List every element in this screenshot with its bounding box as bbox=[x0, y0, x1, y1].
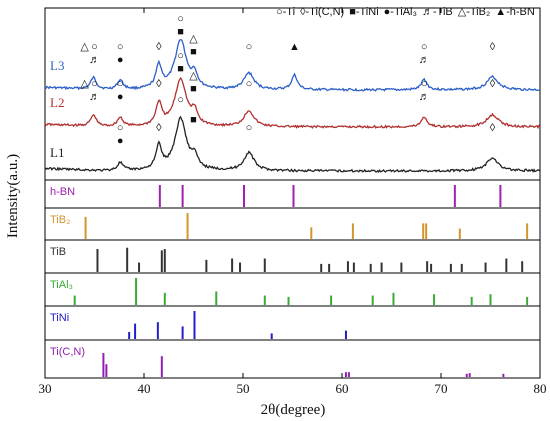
legend-item: ◊-Ti(C,N) bbox=[300, 6, 344, 18]
peak-marker: △ bbox=[189, 70, 198, 82]
legend-item: ●-TiAl₃ bbox=[384, 6, 417, 18]
reference-frame-5 bbox=[44, 339, 541, 379]
reference-label: TiB₂ bbox=[50, 214, 70, 226]
reference-frame-4 bbox=[44, 305, 541, 341]
reference-frame-3 bbox=[44, 272, 541, 307]
reference-label: TiB bbox=[50, 246, 66, 258]
legend-item: ♬-TiB bbox=[422, 6, 453, 18]
x-tick-label: 80 bbox=[534, 381, 547, 396]
peak-marker: ◊ bbox=[156, 41, 162, 53]
peak-marker: ○ bbox=[117, 78, 124, 90]
pattern-l1 bbox=[44, 115, 541, 174]
peak-marker: ■ bbox=[190, 46, 197, 58]
peak-marker: ♬ bbox=[89, 91, 100, 103]
x-tick-label: 50 bbox=[237, 381, 250, 396]
y-axis-title: Intensity(a.u.) bbox=[5, 154, 21, 238]
pattern-l3 bbox=[44, 39, 541, 92]
pattern-label-l2: L2 bbox=[50, 95, 64, 110]
x-axis-title: 2θ(degree) bbox=[261, 402, 326, 418]
peak-marker: ▲ bbox=[289, 41, 300, 53]
reference-label: Ti(C,N) bbox=[50, 346, 85, 358]
peak-marker: △ bbox=[80, 78, 89, 90]
peak-marker: ◊ bbox=[490, 122, 496, 134]
peak-marker: ♬ bbox=[419, 91, 430, 103]
peak-marker: ○ bbox=[117, 122, 124, 134]
peak-marker: ◊ bbox=[156, 78, 162, 90]
peak-marker: ○ bbox=[177, 50, 184, 62]
peak-marker: ● bbox=[117, 91, 124, 103]
reference-label: h-BN bbox=[50, 186, 75, 198]
pattern-label-l3: L3 bbox=[50, 58, 64, 73]
peak-marker: △ bbox=[80, 41, 89, 53]
peak-marker: ■ bbox=[190, 83, 197, 95]
x-tick-label: 60 bbox=[336, 381, 349, 396]
x-axis: 30 40 50 60 70 80 bbox=[39, 8, 547, 396]
x-tick-label: 70 bbox=[435, 381, 448, 396]
peak-marker: ○ bbox=[421, 78, 428, 90]
legend-item: ■-TiNi bbox=[349, 6, 378, 18]
peak-marker: ■ bbox=[190, 114, 197, 126]
peak-marker: ◊ bbox=[490, 78, 496, 90]
diffraction-patterns: L3 L2 L1 bbox=[44, 39, 541, 174]
peak-marker: ○ bbox=[246, 122, 253, 134]
reference-frame-2 bbox=[44, 239, 541, 274]
peak-marker: ○ bbox=[91, 78, 98, 90]
peak-marker: ○ bbox=[246, 41, 253, 53]
peak-markers: △ ○♬○●◊○■△■ ○ ▲ ○♬◊△ ○♬○●◊○■△■ ○ ○♬◊○●◊○■○ ◊ bbox=[80, 13, 495, 147]
reference-patterns: h-BN TiB₂ TiB TiAl₃ TiNi Ti(C,N) bbox=[50, 185, 529, 377]
peak-marker: ○ bbox=[177, 13, 184, 25]
phase-legend: ○-Ti ◊-Ti(C,N) ■-TiNi ●-TiAl₃ ♬-TiB △-TiB₂ ▲-h… bbox=[276, 6, 535, 18]
peak-marker: ■ bbox=[177, 26, 184, 38]
reference-frame-1 bbox=[44, 207, 541, 241]
pattern-label-l1: L1 bbox=[50, 145, 64, 160]
peak-marker: ● bbox=[117, 54, 124, 66]
x-tick-label: 30 bbox=[39, 381, 52, 396]
peak-marker: ○ bbox=[91, 41, 98, 53]
peak-marker: ○ bbox=[246, 78, 253, 90]
reference-label: TiAl₃ bbox=[50, 279, 73, 291]
legend-item: △-TiB₂ bbox=[458, 6, 490, 18]
peak-marker: ○ bbox=[177, 94, 184, 106]
peak-marker: ◊ bbox=[156, 122, 162, 134]
legend-item: ○-Ti bbox=[276, 6, 295, 18]
peak-marker: △ bbox=[189, 33, 198, 45]
legend-item: ▲-h-BN bbox=[495, 6, 535, 18]
peak-marker: ○ bbox=[421, 41, 428, 53]
peak-marker: ■ bbox=[177, 63, 184, 75]
peak-marker: ● bbox=[117, 135, 124, 147]
peak-marker: ♬ bbox=[419, 54, 430, 66]
x-tick-label: 40 bbox=[138, 381, 151, 396]
pattern-l2 bbox=[44, 76, 541, 130]
reference-label: TiNi bbox=[50, 312, 69, 324]
panels bbox=[44, 7, 541, 379]
peak-marker: ○ bbox=[117, 41, 124, 53]
peak-marker: ♬ bbox=[89, 54, 100, 66]
peak-marker: ◊ bbox=[490, 41, 496, 53]
